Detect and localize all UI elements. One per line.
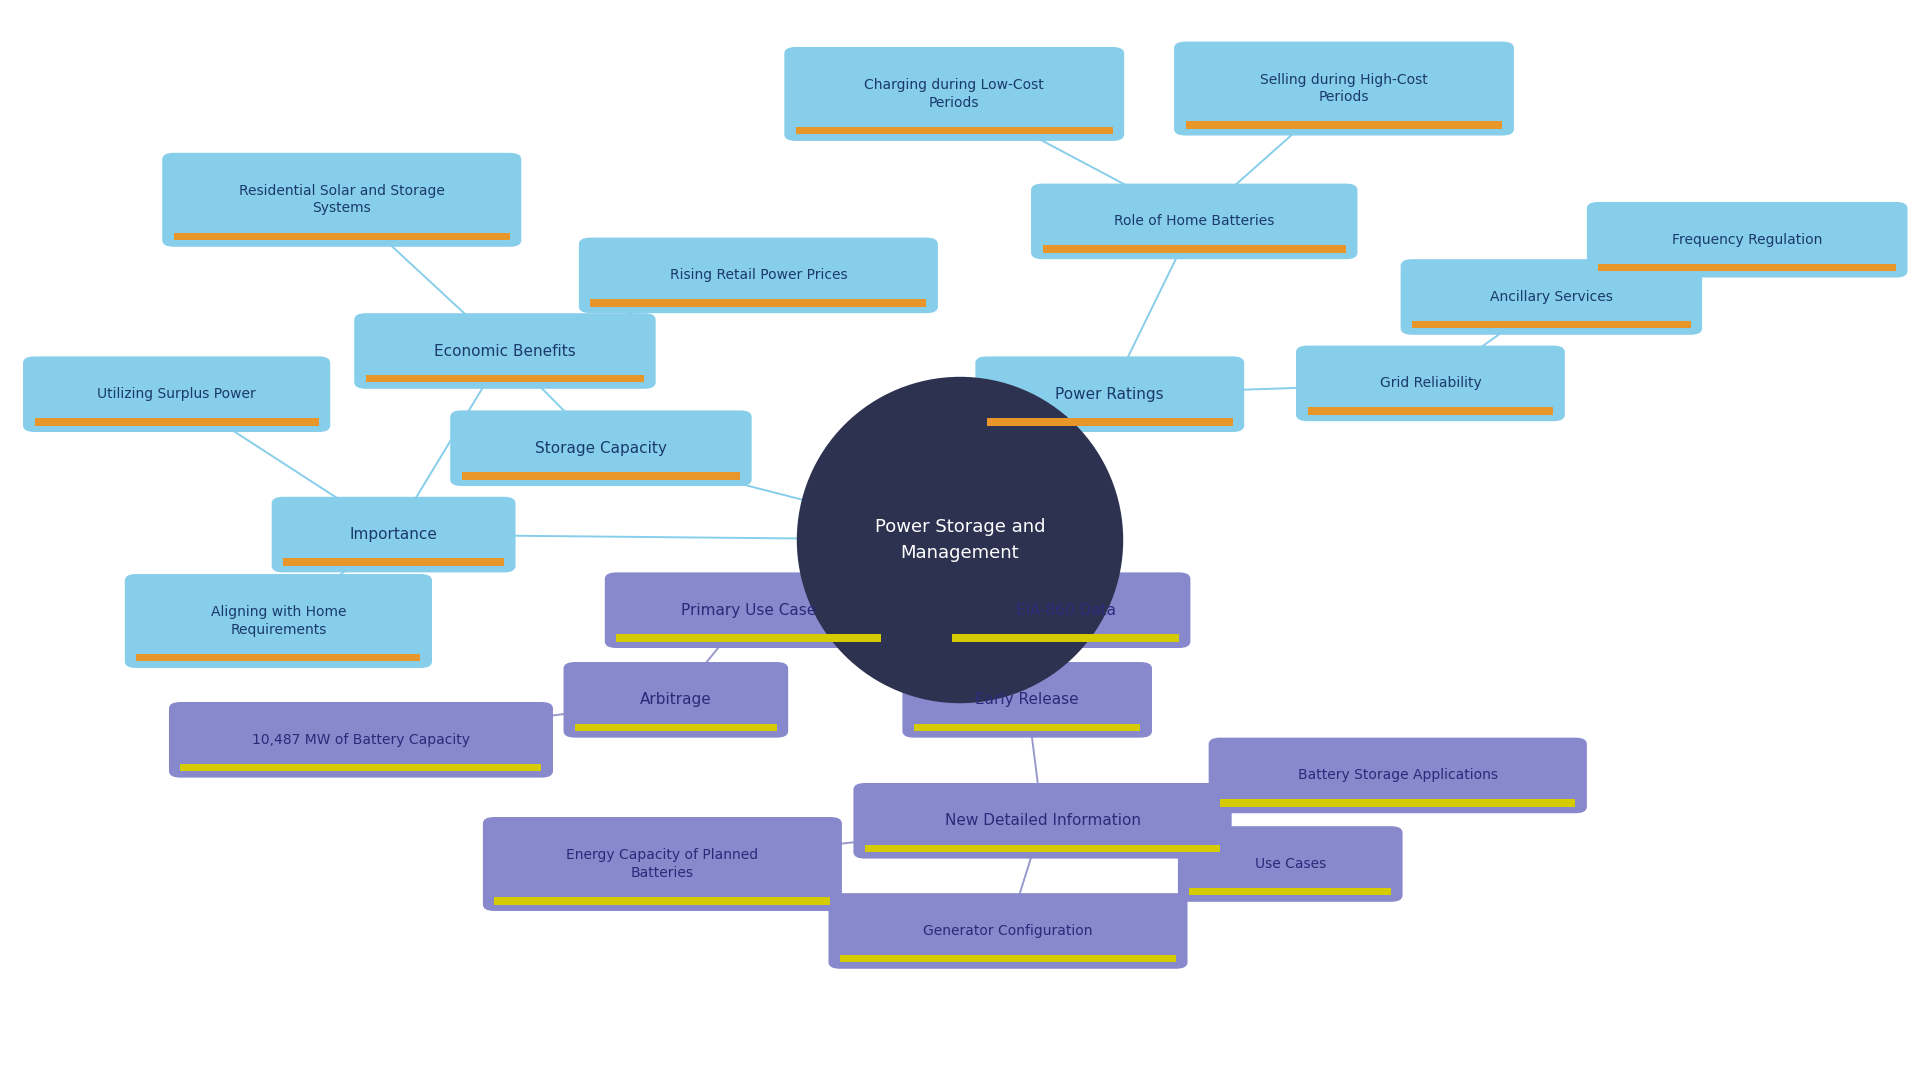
Text: Use Cases: Use Cases: [1254, 858, 1327, 870]
FancyBboxPatch shape: [136, 653, 420, 661]
Text: New Detailed Information: New Detailed Information: [945, 813, 1140, 828]
FancyBboxPatch shape: [576, 724, 776, 731]
FancyBboxPatch shape: [841, 955, 1175, 962]
FancyBboxPatch shape: [161, 152, 520, 246]
FancyBboxPatch shape: [1597, 264, 1895, 271]
FancyBboxPatch shape: [783, 46, 1125, 141]
Text: Power Storage and
Management: Power Storage and Management: [876, 518, 1044, 562]
Text: Role of Home Batteries: Role of Home Batteries: [1114, 215, 1275, 228]
FancyBboxPatch shape: [169, 702, 553, 778]
Text: Residential Solar and Storage
Systems: Residential Solar and Storage Systems: [238, 185, 445, 215]
Text: Battery Storage Applications: Battery Storage Applications: [1298, 769, 1498, 782]
FancyBboxPatch shape: [1586, 202, 1907, 278]
Text: Ancillary Services: Ancillary Services: [1490, 291, 1613, 303]
FancyBboxPatch shape: [829, 893, 1187, 969]
Text: Primary Use Case: Primary Use Case: [682, 603, 816, 618]
Text: Grid Reliability: Grid Reliability: [1380, 377, 1480, 390]
Text: 10,487 MW of Battery Capacity: 10,487 MW of Battery Capacity: [252, 733, 470, 746]
Text: Aligning with Home
Requirements: Aligning with Home Requirements: [211, 606, 346, 636]
Text: Selling during High-Cost
Periods: Selling during High-Cost Periods: [1260, 73, 1428, 104]
FancyBboxPatch shape: [449, 410, 751, 486]
FancyBboxPatch shape: [1413, 321, 1692, 328]
Text: Rising Retail Power Prices: Rising Retail Power Prices: [670, 269, 847, 282]
FancyBboxPatch shape: [914, 724, 1140, 731]
FancyBboxPatch shape: [1179, 826, 1402, 902]
Text: Frequency Regulation: Frequency Regulation: [1672, 233, 1822, 246]
Text: Utilizing Surplus Power: Utilizing Surplus Power: [98, 388, 255, 401]
FancyBboxPatch shape: [271, 497, 515, 572]
FancyBboxPatch shape: [284, 558, 503, 566]
FancyBboxPatch shape: [35, 418, 319, 426]
FancyBboxPatch shape: [987, 418, 1233, 426]
FancyBboxPatch shape: [1173, 41, 1513, 135]
FancyBboxPatch shape: [591, 299, 925, 307]
FancyBboxPatch shape: [125, 575, 432, 667]
FancyBboxPatch shape: [1031, 184, 1357, 259]
FancyBboxPatch shape: [902, 662, 1152, 738]
FancyBboxPatch shape: [1190, 888, 1390, 895]
FancyBboxPatch shape: [605, 572, 893, 648]
Text: EIA-860 Data: EIA-860 Data: [1016, 603, 1116, 618]
Text: Charging during Low-Cost
Periods: Charging during Low-Cost Periods: [864, 79, 1044, 109]
FancyBboxPatch shape: [975, 356, 1244, 432]
FancyBboxPatch shape: [941, 572, 1190, 648]
FancyBboxPatch shape: [1402, 259, 1703, 335]
FancyBboxPatch shape: [180, 764, 541, 771]
FancyBboxPatch shape: [864, 845, 1221, 852]
FancyBboxPatch shape: [365, 375, 645, 382]
FancyBboxPatch shape: [580, 238, 937, 313]
Text: Economic Benefits: Economic Benefits: [434, 343, 576, 359]
FancyBboxPatch shape: [952, 634, 1179, 642]
Text: Energy Capacity of Planned
Batteries: Energy Capacity of Planned Batteries: [566, 849, 758, 879]
Text: Storage Capacity: Storage Capacity: [536, 441, 666, 456]
FancyBboxPatch shape: [493, 896, 829, 905]
FancyBboxPatch shape: [353, 313, 657, 389]
FancyBboxPatch shape: [1296, 346, 1565, 421]
Text: Power Ratings: Power Ratings: [1056, 387, 1164, 402]
FancyBboxPatch shape: [173, 233, 509, 240]
Text: Arbitrage: Arbitrage: [639, 692, 712, 707]
FancyBboxPatch shape: [482, 818, 841, 912]
Text: Early Release: Early Release: [975, 692, 1079, 707]
Ellipse shape: [797, 377, 1123, 703]
Text: Generator Configuration: Generator Configuration: [924, 924, 1092, 937]
FancyBboxPatch shape: [461, 472, 739, 480]
FancyBboxPatch shape: [1308, 407, 1553, 415]
FancyBboxPatch shape: [852, 783, 1233, 859]
FancyBboxPatch shape: [1043, 245, 1346, 253]
FancyBboxPatch shape: [1210, 738, 1586, 813]
Text: Importance: Importance: [349, 527, 438, 542]
FancyBboxPatch shape: [795, 126, 1114, 135]
FancyBboxPatch shape: [23, 356, 330, 432]
FancyBboxPatch shape: [564, 662, 787, 738]
FancyBboxPatch shape: [1185, 121, 1501, 129]
FancyBboxPatch shape: [1221, 799, 1574, 807]
FancyBboxPatch shape: [616, 634, 881, 642]
